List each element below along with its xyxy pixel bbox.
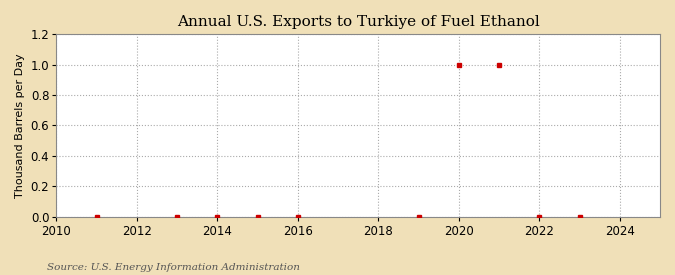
Y-axis label: Thousand Barrels per Day: Thousand Barrels per Day [15, 53, 25, 198]
Text: Source: U.S. Energy Information Administration: Source: U.S. Energy Information Administ… [47, 263, 300, 271]
Title: Annual U.S. Exports to Turkiye of Fuel Ethanol: Annual U.S. Exports to Turkiye of Fuel E… [177, 15, 539, 29]
